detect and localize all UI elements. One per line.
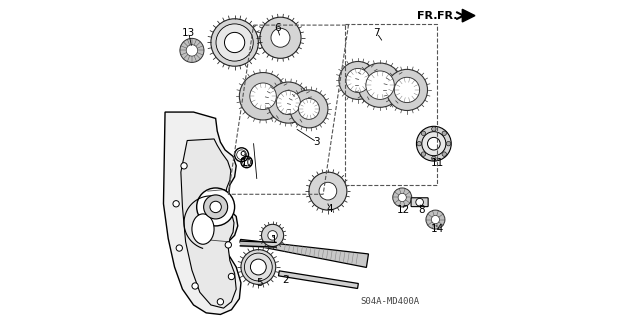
Circle shape xyxy=(394,77,420,103)
Circle shape xyxy=(204,195,228,219)
Circle shape xyxy=(298,99,319,119)
Polygon shape xyxy=(462,9,475,22)
Text: 5: 5 xyxy=(257,278,263,288)
Circle shape xyxy=(225,242,232,248)
Circle shape xyxy=(225,33,244,53)
Polygon shape xyxy=(163,112,241,315)
Text: 6: 6 xyxy=(274,23,280,33)
Circle shape xyxy=(431,156,436,160)
Circle shape xyxy=(276,91,300,115)
Circle shape xyxy=(225,33,244,53)
Circle shape xyxy=(290,90,328,128)
Circle shape xyxy=(244,253,272,281)
Circle shape xyxy=(426,210,445,229)
Ellipse shape xyxy=(192,214,214,244)
Circle shape xyxy=(431,215,440,224)
Circle shape xyxy=(421,131,426,136)
Text: 8: 8 xyxy=(418,205,424,215)
Circle shape xyxy=(239,72,287,120)
Circle shape xyxy=(228,273,235,280)
Circle shape xyxy=(241,250,276,285)
Circle shape xyxy=(442,131,447,136)
Circle shape xyxy=(387,69,428,110)
Circle shape xyxy=(393,188,412,207)
Circle shape xyxy=(442,152,447,156)
Text: 7: 7 xyxy=(374,28,380,38)
Polygon shape xyxy=(240,239,369,267)
Circle shape xyxy=(268,231,277,240)
Circle shape xyxy=(303,103,316,115)
Circle shape xyxy=(217,299,223,305)
Circle shape xyxy=(192,283,198,289)
Circle shape xyxy=(268,82,309,123)
Circle shape xyxy=(398,193,406,202)
Circle shape xyxy=(371,76,390,95)
Circle shape xyxy=(216,24,253,61)
Circle shape xyxy=(358,63,402,107)
Circle shape xyxy=(250,259,266,275)
Polygon shape xyxy=(181,139,236,308)
Circle shape xyxy=(421,152,426,156)
Circle shape xyxy=(350,73,365,88)
Circle shape xyxy=(431,127,436,131)
Circle shape xyxy=(250,259,266,275)
Text: FR.: FR. xyxy=(437,11,464,21)
Text: 12: 12 xyxy=(397,205,410,215)
Circle shape xyxy=(428,137,440,150)
Text: 4: 4 xyxy=(326,204,333,213)
Circle shape xyxy=(446,141,451,146)
Text: 13: 13 xyxy=(182,28,195,38)
Circle shape xyxy=(399,82,415,98)
Text: 1: 1 xyxy=(271,235,278,245)
Circle shape xyxy=(319,182,337,200)
Circle shape xyxy=(181,163,187,169)
Circle shape xyxy=(271,28,290,47)
Text: 14: 14 xyxy=(430,224,444,234)
Text: 10: 10 xyxy=(241,158,254,168)
Circle shape xyxy=(196,188,235,226)
Text: 11: 11 xyxy=(430,158,444,168)
Circle shape xyxy=(366,71,394,100)
Circle shape xyxy=(417,141,421,146)
Circle shape xyxy=(422,132,446,156)
Circle shape xyxy=(211,19,259,66)
Circle shape xyxy=(210,201,221,213)
Circle shape xyxy=(180,38,204,63)
Circle shape xyxy=(281,95,296,110)
Circle shape xyxy=(254,87,272,105)
Circle shape xyxy=(417,126,451,161)
Text: 2: 2 xyxy=(282,275,289,285)
Circle shape xyxy=(186,45,198,56)
Circle shape xyxy=(250,83,276,109)
Circle shape xyxy=(339,62,377,100)
Circle shape xyxy=(173,201,179,207)
Circle shape xyxy=(416,198,424,206)
Circle shape xyxy=(309,172,347,210)
Text: 3: 3 xyxy=(314,137,320,147)
Polygon shape xyxy=(278,271,358,288)
Circle shape xyxy=(346,69,370,93)
Circle shape xyxy=(262,224,284,247)
Text: S04A-MD400A: S04A-MD400A xyxy=(360,297,419,306)
Circle shape xyxy=(260,17,301,58)
Text: 9: 9 xyxy=(239,151,246,161)
Text: FR.: FR. xyxy=(417,11,437,21)
Circle shape xyxy=(176,245,182,251)
FancyBboxPatch shape xyxy=(411,198,428,207)
